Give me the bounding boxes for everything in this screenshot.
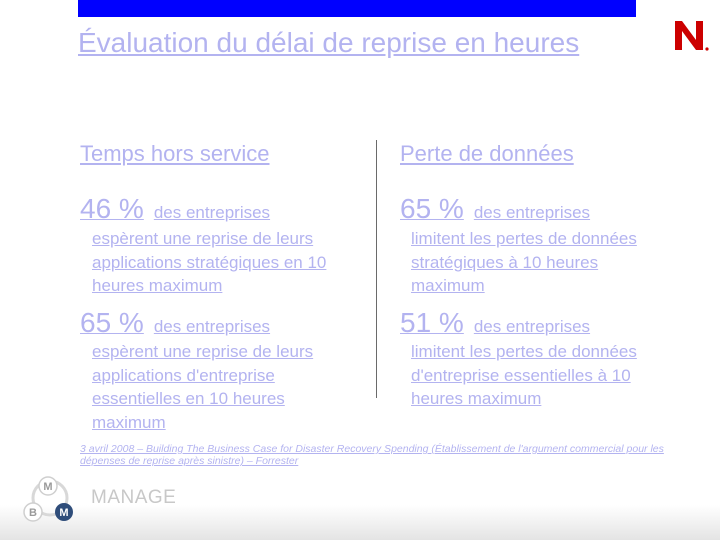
stat-left-2: 65 % des entreprises [80,307,270,339]
stat-right-1: 65 % des entreprises [400,193,590,225]
bmm-letter-right: M [59,507,68,519]
stat-description: espèrent une reprise de leurs applicatio… [92,342,314,432]
stat-percent: 65 % [80,307,144,338]
manage-label: MANAGE [91,487,177,508]
bmm-letter-top: M [43,481,52,493]
stat-suffix: des entreprises [473,317,591,336]
source-citation: 3 avril 2008 – Building The Business Cas… [80,443,664,467]
stat-suffix: des entreprises [153,203,271,222]
stat-description: limitent les pertes de données d'entrepr… [411,342,637,408]
stat-percent: 46 % [80,193,144,224]
bmm-logo-icon: M B M [23,476,73,522]
stat-percent: 65 % [400,193,464,224]
slide-title: Évaluation du délai de reprise en heures [78,27,580,58]
stat-right-2: 51 % des entreprises [400,307,590,339]
column-divider [376,140,377,398]
novell-logo-icon [675,21,709,51]
stat-suffix: des entreprises [473,203,591,222]
stat-percent: 51 % [400,307,464,338]
stat-suffix: des entreprises [153,317,271,336]
footer-band [0,505,720,540]
bmm-letter-left: B [29,507,37,519]
stat-description: limitent les pertes de données stratégiq… [411,229,637,295]
heading-data-loss: Perte de données [400,141,574,166]
stat-description: espèrent une reprise de leurs applicatio… [92,229,327,295]
heading-downtime: Temps hors service [80,141,270,166]
stat-left-1: 46 % des entreprises [80,193,270,225]
top-accent-bar [78,0,636,17]
